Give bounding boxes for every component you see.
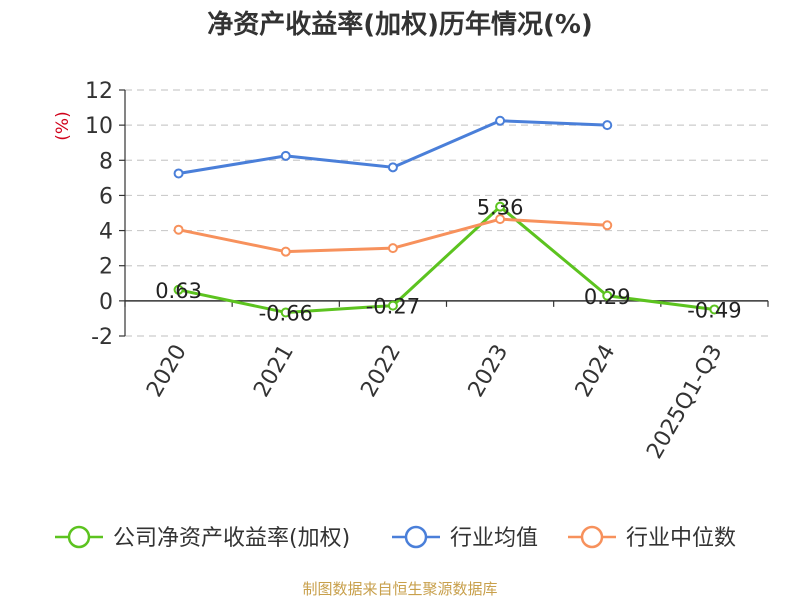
data-point bbox=[173, 224, 184, 235]
data-point bbox=[280, 246, 291, 257]
legend-marker bbox=[580, 525, 604, 549]
y-tick-label: 0 bbox=[99, 290, 113, 315]
y-axis-unit: (%) bbox=[53, 111, 73, 140]
data-label: 5.36 bbox=[477, 196, 524, 220]
data-point bbox=[602, 220, 613, 231]
data-label: 0.63 bbox=[155, 279, 202, 303]
x-tick-label: 2021 bbox=[249, 341, 299, 402]
data-label: -0.66 bbox=[259, 301, 313, 325]
x-tick-label: 2023 bbox=[464, 341, 514, 402]
x-tick-label: 2020 bbox=[142, 341, 192, 402]
data-point bbox=[495, 115, 506, 126]
axes: -2 0 2 4 6 8 10 12 (%) 2020 2021 2022 2023 2024 2025Q1… bbox=[53, 79, 769, 464]
data-label: -0.27 bbox=[366, 295, 420, 319]
legend-marker bbox=[67, 525, 91, 549]
y-tick-label: 8 bbox=[99, 149, 113, 174]
data-point bbox=[602, 120, 613, 131]
y-tick-label: 4 bbox=[99, 220, 113, 245]
data-point bbox=[280, 307, 291, 318]
x-tick-label: 2024 bbox=[571, 341, 621, 402]
y-tick-label: 10 bbox=[85, 114, 113, 139]
y-tick-label: 6 bbox=[99, 184, 113, 209]
data-point bbox=[495, 201, 506, 212]
data-point bbox=[280, 150, 291, 161]
y-tick-label: 2 bbox=[99, 255, 113, 280]
data-point bbox=[495, 214, 506, 225]
y-tick-label: -2 bbox=[91, 325, 113, 350]
data-point bbox=[709, 304, 720, 315]
y-tick-label: 12 bbox=[85, 79, 113, 104]
data-label: 0.29 bbox=[584, 285, 631, 309]
series-line-1 bbox=[178, 205, 715, 314]
data-point bbox=[387, 243, 398, 254]
legend-item-label: 行业中位数 bbox=[626, 526, 736, 551]
legend: 公司净资产收益率(加权) 行业均值 行业中位数 bbox=[55, 525, 736, 551]
x-tick-label: 2025Q1-Q3 bbox=[642, 341, 727, 464]
data-point bbox=[387, 162, 398, 173]
legend-marker bbox=[404, 525, 428, 549]
legend-item-label: 公司净资产收益率(加权) bbox=[113, 526, 350, 551]
data-label: -0.49 bbox=[687, 298, 741, 322]
x-tick-label: 2022 bbox=[356, 341, 406, 402]
data-point bbox=[387, 300, 398, 311]
chart-title: 净资产收益率(加权)历年情况(%) bbox=[207, 10, 593, 40]
data-point bbox=[173, 284, 184, 295]
data-point bbox=[602, 290, 613, 301]
data-point bbox=[173, 168, 184, 179]
legend-item-label: 行业均值 bbox=[450, 526, 538, 551]
data-labels: 0.63 -0.66 -0.27 5.36 0.29 -0.49 bbox=[155, 196, 741, 326]
source-note: 制图数据来自恒生聚源数据库 bbox=[302, 580, 498, 598]
series-lines bbox=[173, 115, 720, 318]
